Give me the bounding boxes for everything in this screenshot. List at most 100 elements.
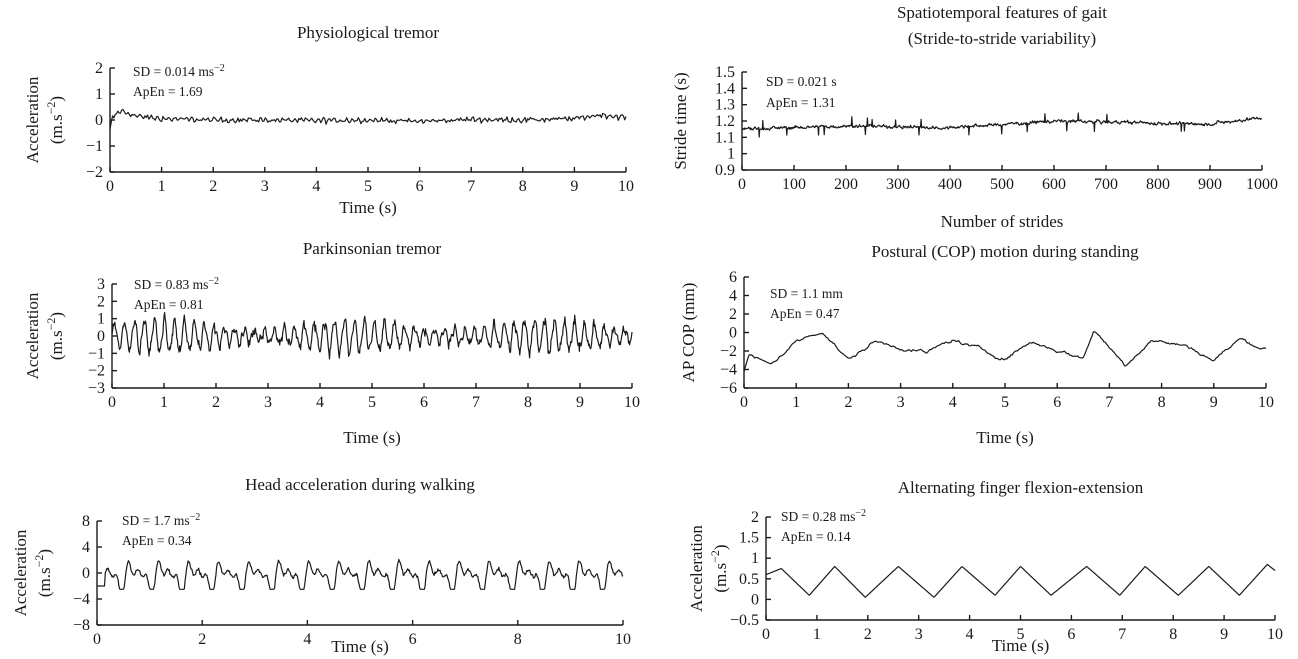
x-tick-label: 8 (1169, 626, 1177, 643)
y-tick-label: 1.5 (739, 530, 759, 547)
y-tick-label: 0 (82, 565, 90, 582)
x-tick-label: 1 (160, 394, 168, 411)
x-tick-label: 6 (420, 394, 428, 411)
x-tick-label: 4 (949, 394, 957, 411)
x-tick-label: 400 (938, 176, 962, 193)
chart-panel-6: Alternating finger flexion-extension 0 1 2 3… (687, 478, 1283, 655)
x-tick-label: 900 (1198, 176, 1222, 193)
annotation: SD = 0.014 ms−2 (133, 63, 225, 80)
x-tick-label: 7 (467, 178, 475, 195)
y-tick-label: 2 (95, 60, 103, 77)
y-axis-label: Acceleration (23, 292, 42, 379)
x-axis-label: Time (s) (339, 198, 396, 217)
y-axis-label: Acceleration (11, 529, 30, 616)
x-tick-label: 0 (93, 631, 101, 648)
y-tick-label: 1.5 (715, 64, 735, 81)
y-axis-label: (m.s−2) (44, 96, 66, 144)
x-tick-label: 0 (108, 394, 116, 411)
y-tick-label: −0.5 (730, 612, 759, 629)
x-tick-label: 0 (762, 626, 770, 643)
chart-title: Parkinsonian tremor (303, 239, 442, 258)
annotation: ApEn = 0.81 (134, 297, 203, 312)
y-tick-label: 0.5 (739, 571, 759, 588)
x-tick-label: 10 (1267, 626, 1283, 643)
y-tick-label: 6 (729, 269, 737, 286)
series-line (765, 563, 1276, 598)
y-tick-label: −6 (720, 380, 737, 397)
x-tick-label: 4 (303, 631, 311, 648)
y-axis-label: (m.s−2) (708, 544, 730, 592)
x-tick-label: 10 (618, 178, 634, 195)
y-tick-label: −1 (88, 345, 105, 362)
x-tick-label: 10 (1258, 394, 1274, 411)
y-axis-label: Acceleration (687, 525, 706, 612)
y-tick-label: 1 (97, 311, 105, 328)
chart-title: (Stride-to-stride variability) (908, 29, 1096, 48)
x-tick-label: 6 (1067, 626, 1075, 643)
x-tick-label: 8 (519, 178, 527, 195)
x-tick-label: 3 (261, 178, 269, 195)
x-tick-label: 500 (990, 176, 1014, 193)
x-tick-label: 1 (813, 626, 821, 643)
x-tick-label: 1000 (1246, 176, 1278, 193)
series-line (111, 312, 633, 360)
x-tick-label: 6 (1053, 394, 1061, 411)
x-tick-label: 8 (514, 631, 522, 648)
y-tick-label: 1 (95, 86, 103, 103)
y-tick-label: −2 (88, 363, 105, 380)
x-tick-label: 7 (1105, 394, 1113, 411)
x-axis-label: Time (s) (331, 637, 388, 656)
x-tick-label: 2 (198, 631, 206, 648)
x-tick-label: 0 (106, 178, 114, 195)
y-tick-label: 8 (82, 513, 90, 530)
x-tick-label: 700 (1094, 176, 1118, 193)
y-tick-label: 0 (97, 328, 105, 345)
y-tick-label: −2 (720, 343, 737, 360)
x-tick-label: 3 (897, 394, 905, 411)
y-tick-label: 0.9 (715, 162, 735, 179)
x-tick-label: 5 (1001, 394, 1009, 411)
x-tick-label: 800 (1146, 176, 1170, 193)
y-tick-label: 1 (727, 146, 735, 163)
y-tick-label: 4 (729, 288, 737, 305)
y-tick-label: −2 (86, 164, 103, 181)
x-tick-label: 7 (1118, 626, 1126, 643)
annotation: SD = 0.28 ms−2 (781, 508, 866, 525)
y-tick-label: 2 (97, 293, 105, 310)
x-axis-label: Number of strides (941, 212, 1064, 231)
x-tick-label: 8 (1158, 394, 1166, 411)
y-tick-label: 3 (97, 276, 105, 293)
annotation: SD = 1.7 ms−2 (122, 512, 200, 529)
annotation: ApEn = 0.47 (770, 306, 840, 321)
y-tick-label: 4 (82, 539, 90, 556)
y-tick-label: 1.2 (715, 113, 735, 130)
x-axis-label: Time (s) (343, 428, 400, 447)
y-tick-label: 0 (729, 325, 737, 342)
chart-panel-5: Postural (COP) motion during standing 0 1 2… (679, 242, 1274, 447)
y-tick-label: 0 (95, 112, 103, 129)
chart-title: Spatiotemporal features of gait (897, 3, 1107, 22)
x-tick-label: 5 (368, 394, 376, 411)
x-tick-label: 9 (570, 178, 578, 195)
annotation: ApEn = 1.69 (133, 84, 203, 99)
series-line (97, 558, 624, 590)
y-tick-label: 2 (729, 306, 737, 323)
chart-title: Postural (COP) motion during standing (871, 242, 1139, 261)
x-tick-label: 200 (834, 176, 858, 193)
y-tick-label: −4 (720, 362, 737, 379)
chart-panel-1: Physiological tremor 0 1 2 3 4 5 6 7 8 9 10 −2 −1 0 1 2 T… (23, 23, 634, 217)
y-tick-label: 1.4 (715, 80, 735, 97)
x-tick-label: 3 (915, 626, 923, 643)
chart-title: Physiological tremor (297, 23, 439, 42)
x-tick-label: 4 (966, 626, 974, 643)
x-tick-label: 9 (576, 394, 584, 411)
y-tick-label: 2 (751, 509, 759, 526)
x-tick-label: 6 (409, 631, 417, 648)
x-tick-label: 5 (1017, 626, 1025, 643)
y-tick-label: −8 (73, 617, 90, 634)
x-tick-label: 5 (364, 178, 372, 195)
y-tick-label: 1.3 (715, 97, 735, 114)
series-line (743, 331, 1267, 373)
